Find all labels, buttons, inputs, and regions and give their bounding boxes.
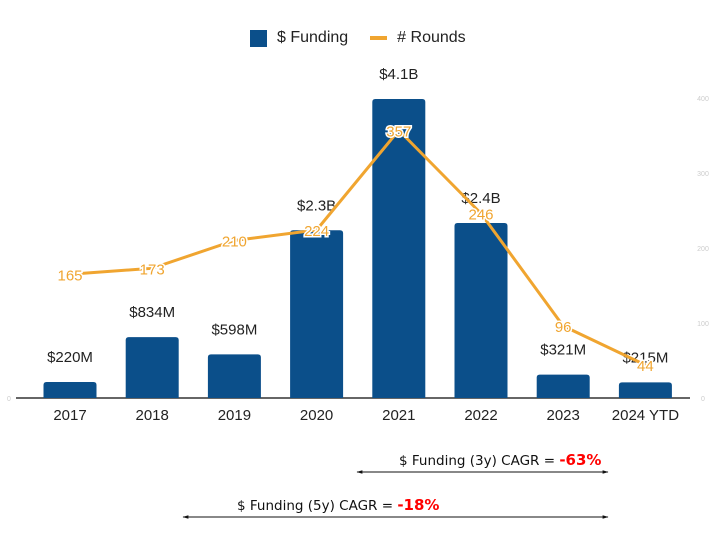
x-tick-label: 2023 — [547, 407, 580, 424]
chart-legend: $ Funding # Rounds — [250, 29, 466, 47]
cagr-5y-annotation: $ Funding (5y) CAGR = -18% — [237, 496, 439, 514]
funding-bar — [207, 354, 261, 398]
rounds-value-label: 357 — [386, 123, 411, 140]
funding-value-label: $321M — [540, 342, 586, 359]
right-axis-tick: 100 — [697, 321, 709, 328]
legend-label-funding: $ Funding — [277, 29, 349, 46]
cagr-3y-label: $ Funding (3y) CAGR = — [399, 453, 560, 469]
x-tick-label: 2024 YTD — [612, 407, 679, 424]
left-axis-tick: 0 — [7, 396, 11, 403]
x-tick-label: 2021 — [382, 407, 415, 424]
legend-label-rounds: # Rounds — [397, 29, 466, 46]
rounds-value-label: 210 — [222, 234, 247, 251]
funding-value-label: $220M — [47, 349, 93, 366]
funding-value-label: $215M — [622, 349, 668, 366]
x-tick-label: 2017 — [53, 407, 86, 424]
rounds-value-label: 224 — [304, 223, 329, 240]
rounds-line — [69, 128, 647, 367]
funding-bar — [454, 222, 508, 398]
right-axis-tick: 300 — [697, 171, 709, 178]
funding-bar — [290, 230, 344, 398]
funding-value-label: $2.3B — [297, 197, 336, 214]
x-tick-label: 2022 — [464, 407, 497, 424]
rounds-value-label: 246 — [468, 207, 493, 224]
funding-value-label: $598M — [211, 321, 257, 338]
funding-value-label: $4.1B — [379, 66, 418, 83]
cagr-3y-annotation: $ Funding (3y) CAGR = -63% — [399, 451, 601, 469]
cagr-5y-label: $ Funding (5y) CAGR = — [237, 498, 398, 514]
funding-bar — [536, 374, 590, 398]
funding-value-label: $834M — [129, 304, 175, 321]
cagr-3y-value: -63% — [559, 451, 602, 469]
rounds-value-label: 165 — [57, 267, 82, 284]
funding-bar — [618, 382, 672, 398]
right-axis-tick: 200 — [697, 246, 709, 253]
funding-bar — [125, 337, 179, 398]
funding-bar — [372, 99, 426, 398]
x-tick-label: 2020 — [300, 407, 333, 424]
rounds-value-label: 96 — [555, 319, 572, 336]
legend-swatch-funding — [250, 29, 267, 47]
funding-bar — [43, 381, 97, 398]
rounds-value-label: 173 — [140, 261, 165, 278]
legend-swatch-rounds — [370, 36, 388, 40]
x-tick-label: 2019 — [218, 407, 251, 424]
rounds-value-label: 44 — [637, 358, 654, 375]
cagr-5y-value: -18% — [397, 496, 440, 514]
right-axis-tick: 400 — [697, 96, 709, 103]
x-tick-label: 2018 — [136, 407, 169, 424]
right-axis-tick: 0 — [701, 396, 705, 403]
